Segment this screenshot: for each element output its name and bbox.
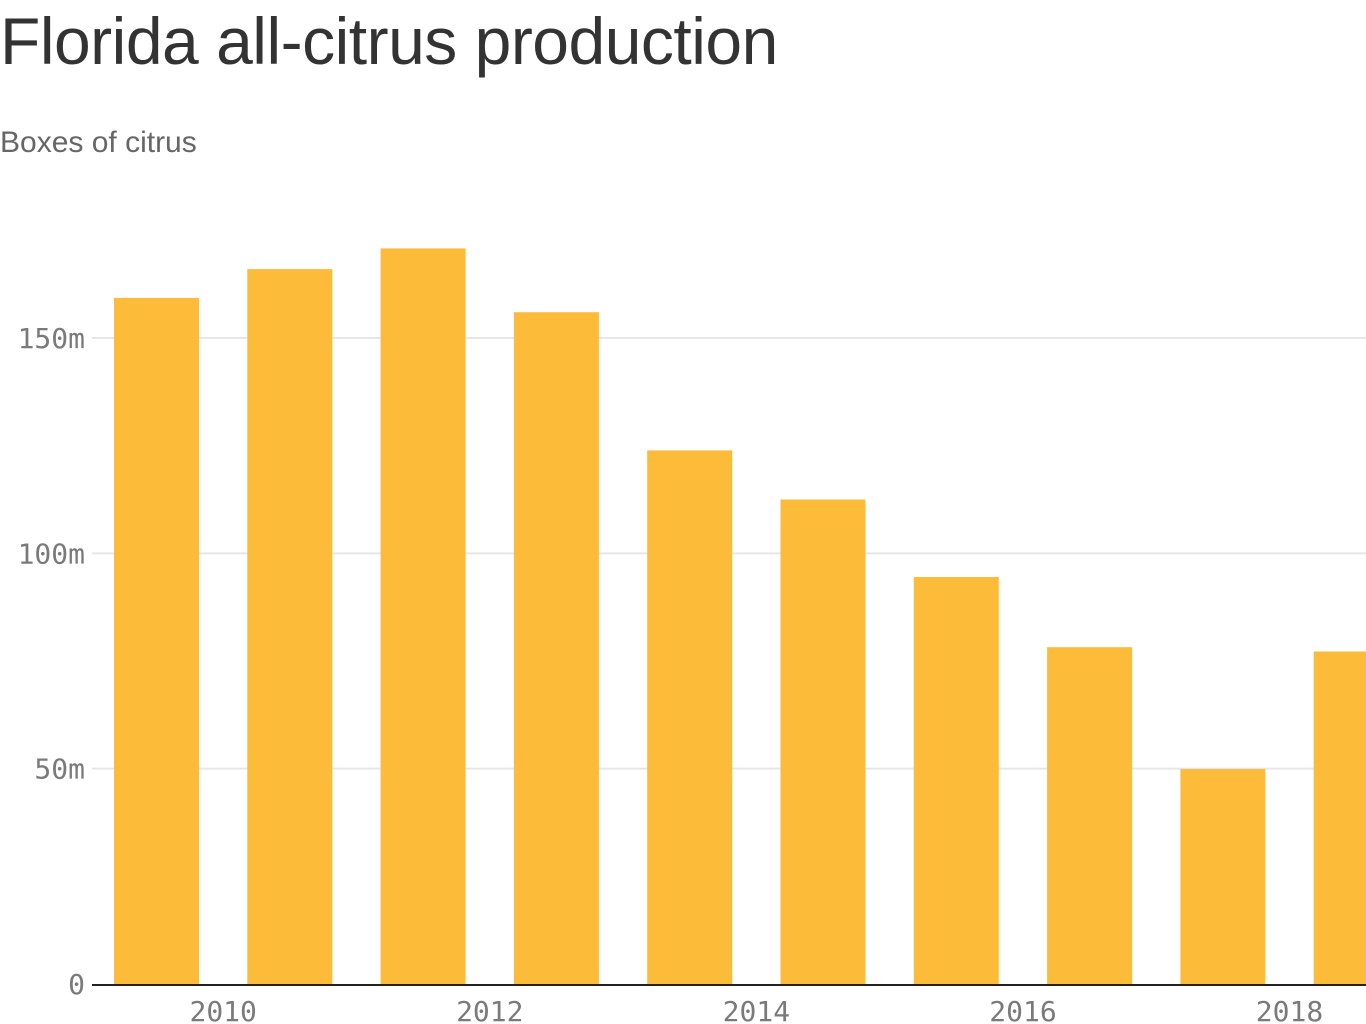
y-axis-tick-labels: 0 50m 100m 150m: [18, 322, 85, 1001]
bar-2012: [513, 312, 599, 984]
bar-2009: [114, 297, 199, 984]
bar-2015: [913, 577, 999, 984]
chart-subtitle: Boxes of citrus: [0, 126, 197, 159]
bar-2014: [780, 499, 866, 984]
y-tick-label-150m: 150m: [18, 322, 85, 355]
x-tick-label-2010: 2010: [189, 995, 256, 1024]
y-tick-label-0: 0: [68, 968, 85, 1001]
bar-2010: [247, 269, 333, 985]
y-tick-label-50m: 50m: [34, 753, 85, 786]
x-tick-label-2014: 2014: [723, 995, 790, 1024]
bars: [114, 248, 1366, 985]
bar-2016: [1047, 647, 1133, 984]
y-tick-label-100m: 100m: [18, 537, 85, 570]
x-tick-label-2012: 2012: [456, 995, 523, 1024]
bar-2013: [647, 450, 733, 984]
bar-2018: [1313, 651, 1366, 984]
chart-title: Florida all-citrus production: [0, 4, 778, 78]
x-tick-label-2016: 2016: [989, 995, 1056, 1024]
bar-2011: [380, 248, 466, 984]
x-tick-label-2018: 2018: [1256, 995, 1323, 1024]
bar-2017: [1180, 769, 1266, 984]
x-axis-tick-labels: 2010 2012 2014 2016 2018: [189, 995, 1323, 1024]
